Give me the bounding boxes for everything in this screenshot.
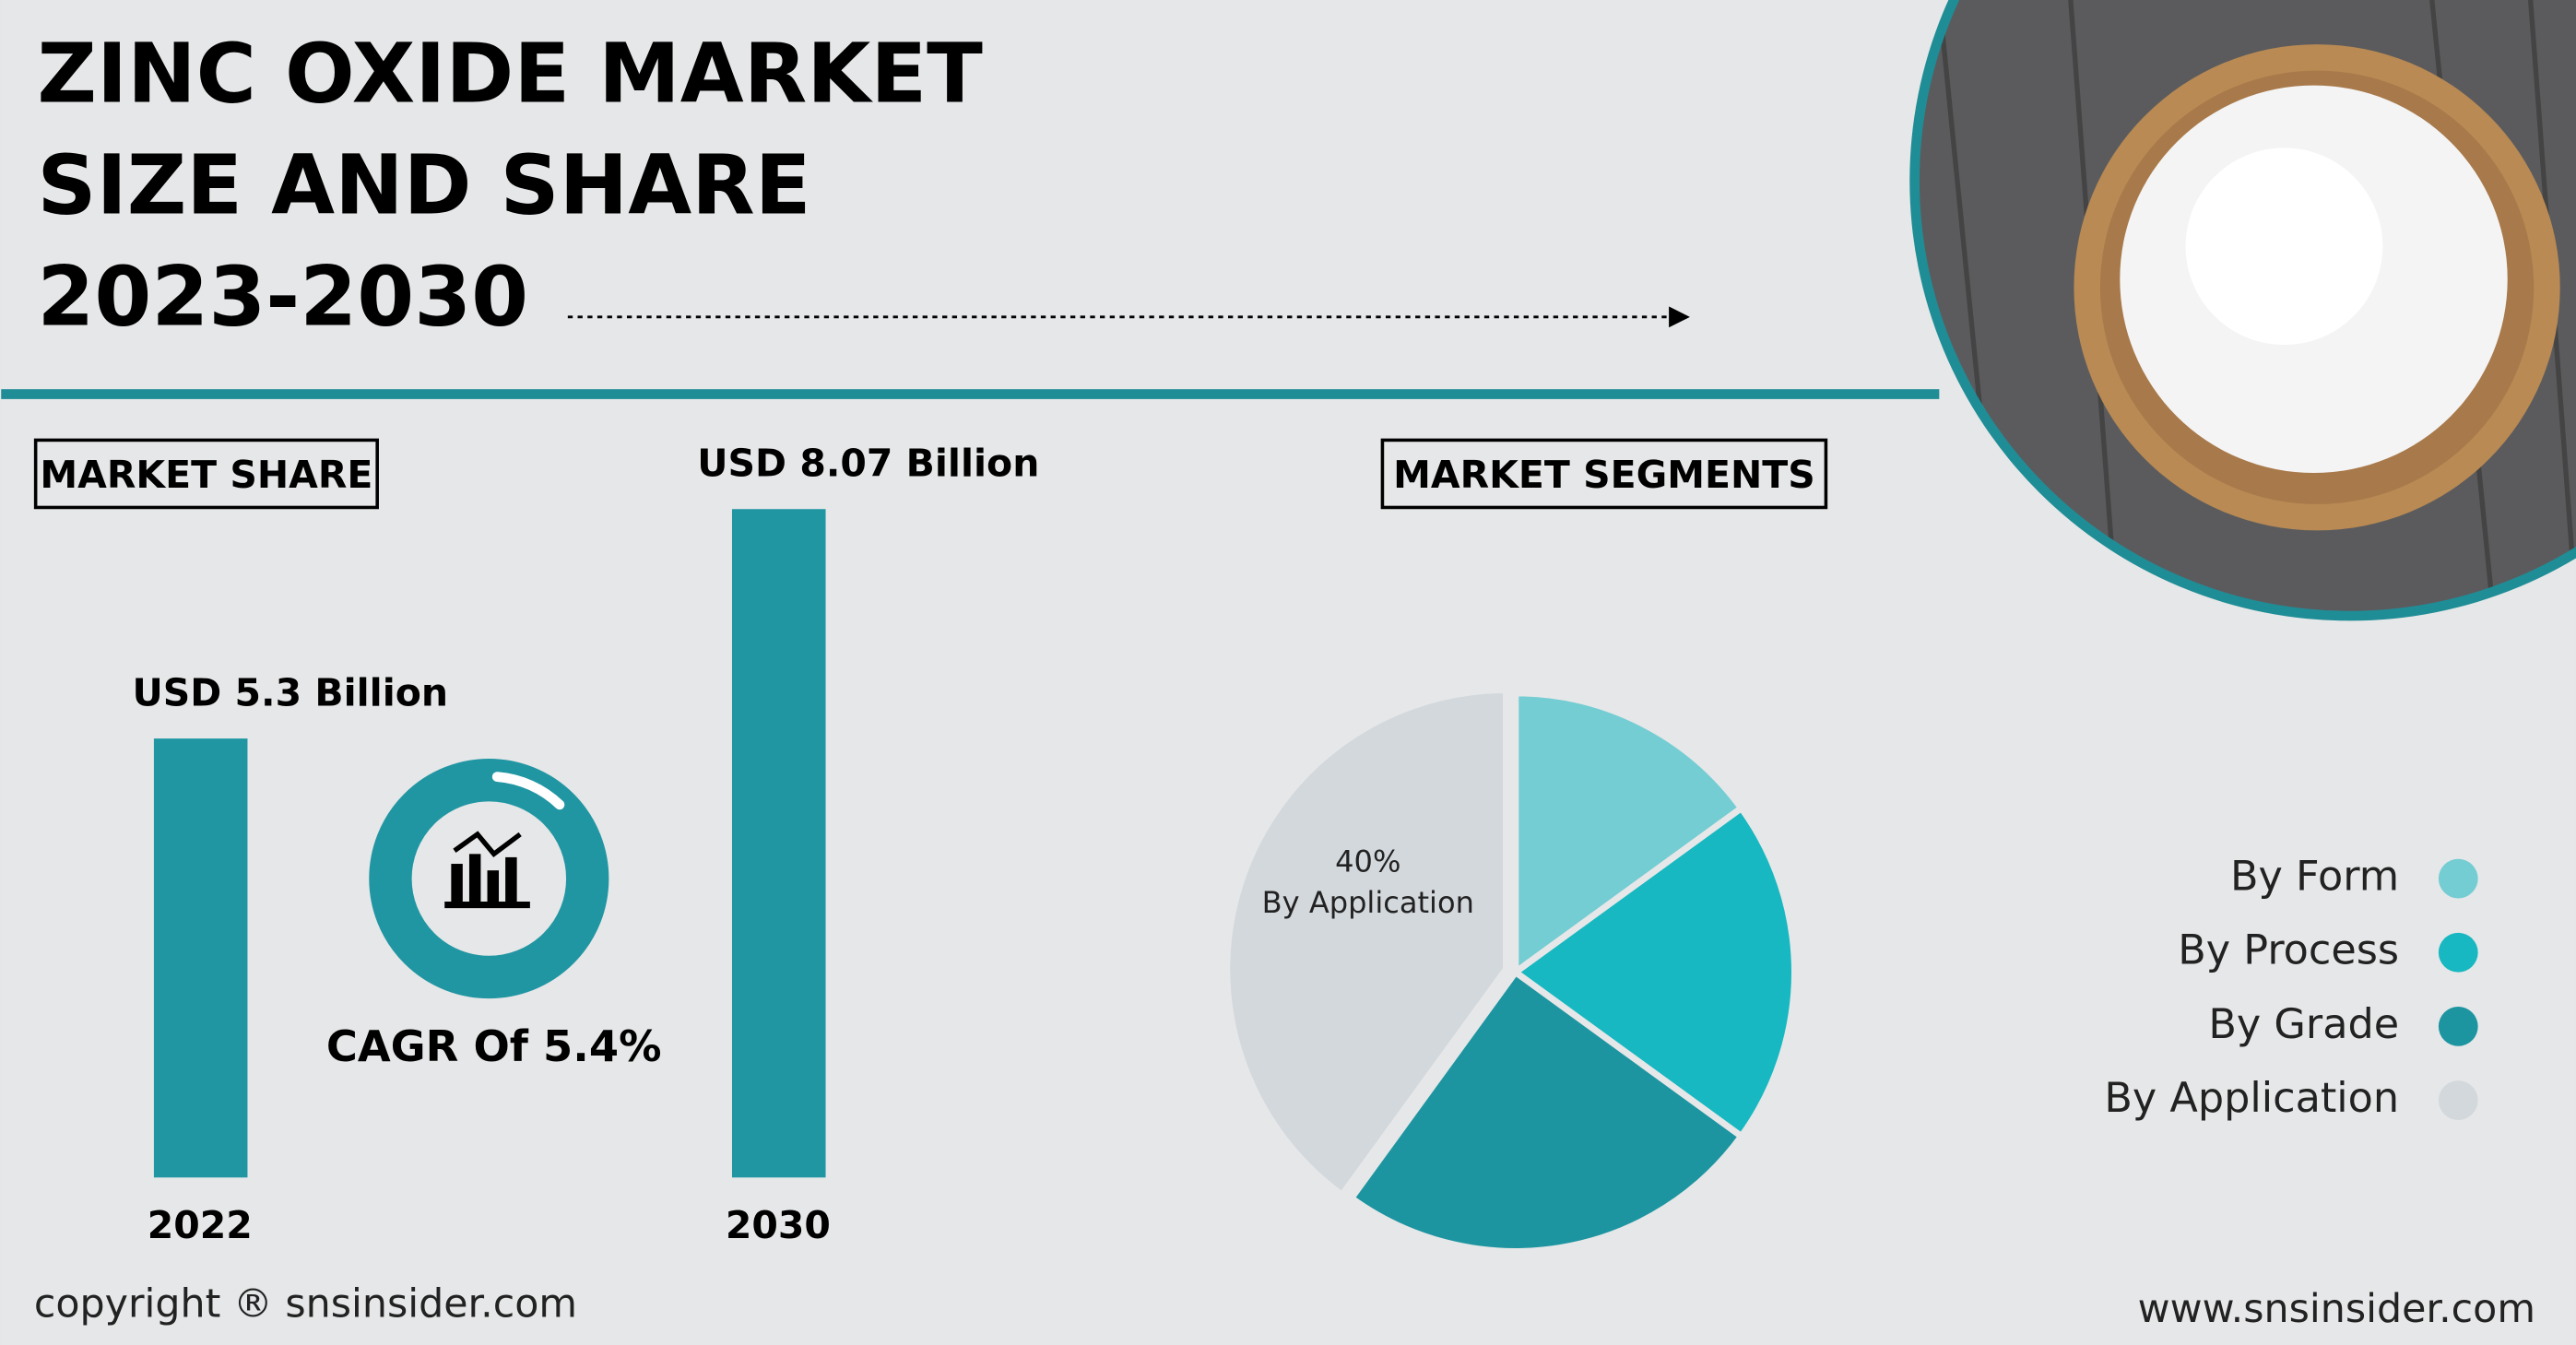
heading-box — [1380, 438, 1828, 510]
website: www.snsinsider.com — [2138, 1286, 2535, 1332]
pie-slice — [1509, 803, 1799, 1141]
title-line: ZINC OXIDE MARKET — [37, 26, 983, 122]
value-label: USD 8.07 Billion — [697, 442, 1039, 486]
bar — [153, 738, 248, 1178]
slice-value-label: 40% — [1335, 844, 1400, 879]
legend-label: By Form — [2230, 853, 2399, 901]
title-line: 2023-2030 — [37, 250, 528, 346]
heading-box — [33, 438, 379, 510]
year-label: 2022 — [148, 1203, 253, 1247]
pie-slice — [1223, 686, 1510, 1200]
cagr-icon — [369, 759, 609, 999]
year-label: 2030 — [726, 1203, 831, 1247]
legend-label: By Grade — [2208, 1000, 2399, 1048]
pie-slice — [1512, 690, 1746, 979]
bar — [731, 509, 826, 1178]
divider — [1, 389, 1940, 399]
slice-category-label: By Application — [1262, 885, 1474, 920]
legend-label: By Application — [2104, 1074, 2399, 1122]
legend-swatch — [2438, 932, 2478, 973]
copyright: copyright ® snsinsider.com — [34, 1281, 577, 1327]
title-line: SIZE AND SHARE — [37, 138, 810, 234]
legend-label: By Process — [2178, 926, 2399, 974]
legend-swatch — [2438, 1007, 2478, 1046]
legend-swatch — [2438, 858, 2478, 899]
pie-slice — [1346, 967, 1746, 1256]
section-heading: MARKET SHARE — [40, 453, 372, 497]
section-heading: MARKET SEGMENTS — [1393, 453, 1815, 497]
cagr-text: CAGR Of 5.4% — [326, 1021, 662, 1071]
legend-swatch — [2438, 1080, 2478, 1120]
value-label: USD 5.3 Billion — [132, 670, 448, 714]
